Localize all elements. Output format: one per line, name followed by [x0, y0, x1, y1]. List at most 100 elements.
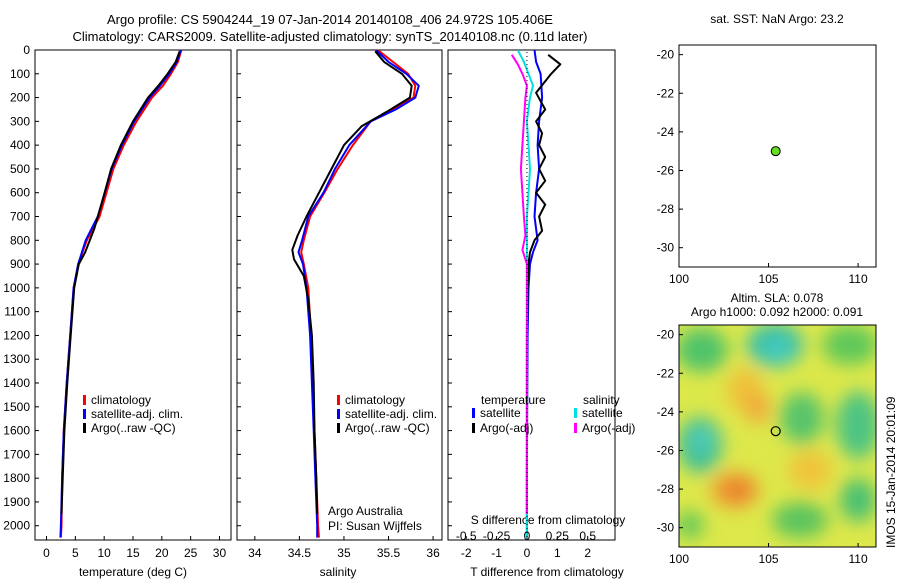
- x-tick-label: -1: [491, 546, 502, 560]
- depth-tick-label: 700: [10, 210, 30, 224]
- temperature-legend-label: climatology: [91, 393, 151, 407]
- map-y-tick-label: -22: [657, 86, 675, 100]
- x-tick-label: 5: [72, 546, 79, 560]
- depth-tick-label: 1000: [3, 281, 30, 295]
- salinity-legend-swatch: [337, 423, 340, 433]
- temperature-legend-label: satellite-adj. clim.: [91, 407, 183, 421]
- depth-tick-label: 1600: [3, 424, 30, 438]
- x-tick-label: 34: [248, 546, 262, 560]
- temperature-legend-label: Argo(..raw -QC): [91, 421, 176, 435]
- series-line-argo-adj-: [510, 54, 528, 514]
- heatmap-x-tick-label: 100: [669, 552, 689, 566]
- difference-legend-swatch: [574, 408, 577, 418]
- difference-legend-label: satellite: [480, 406, 521, 420]
- top-tick-label: 0.25: [546, 529, 570, 543]
- difference-legend-label: Argo(-adj): [582, 421, 635, 435]
- difference-legend-label: Argo(-adj): [480, 421, 533, 435]
- series-group-1: [291, 50, 420, 538]
- figure-title-line2: Climatology: CARS2009. Satellite-adjuste…: [73, 29, 588, 44]
- top-tick-label: 0.5: [579, 529, 596, 543]
- depth-tick-label: 1400: [3, 376, 30, 390]
- depth-tick-label: 1900: [3, 495, 30, 509]
- depth-tick-label: 1500: [3, 400, 30, 414]
- series-line-satellite: [525, 50, 544, 538]
- x-tick-label: 0: [43, 546, 50, 560]
- difference-legend-swatch: [472, 408, 475, 418]
- x-tick-label: 15: [126, 546, 140, 560]
- series-line-satellite-adj-clim-: [297, 50, 420, 538]
- temperature-legend-swatch: [83, 395, 86, 405]
- heatmap-title-line2: Argo h1000: 0.092 h2000: 0.091: [691, 305, 863, 319]
- depth-tick-label: 100: [10, 67, 30, 81]
- map-y-tick-label: -30: [657, 241, 675, 255]
- x-tick-label: 34.5: [288, 546, 312, 560]
- s-difference-axis-label: S difference from climatology: [471, 513, 626, 527]
- heatmap-y-tick-label: -20: [657, 328, 675, 342]
- difference-legend-label: satellite: [582, 406, 623, 420]
- depth-tick-label: 1200: [3, 328, 30, 342]
- argo-australia-label: Argo Australia: [328, 504, 403, 518]
- depth-tick-label: 1100: [4, 305, 30, 319]
- depth-tick-label: 1300: [3, 352, 30, 366]
- temperature-legend-swatch: [83, 409, 86, 419]
- heatmap-y-tick-label: -24: [657, 405, 675, 419]
- temperature-axis-label: temperature (deg C): [79, 565, 187, 579]
- legend-salinity-header: salinity: [583, 393, 620, 407]
- top-tick-label: -0.5: [456, 529, 477, 543]
- depth-tick-label: 2000: [3, 519, 30, 533]
- top-tick-label: -0.25: [483, 529, 511, 543]
- series-line-climatology: [300, 50, 417, 538]
- heatmap-x-tick-label: 105: [759, 552, 779, 566]
- depth-tick-label: 1800: [3, 471, 30, 485]
- figure-title-line1: Argo profile: CS 5904244_19 07-Jan-2014 …: [107, 12, 553, 27]
- x-tick-label: -2: [461, 546, 472, 560]
- depth-tick-label: 300: [10, 114, 30, 128]
- sla-heatmap: [679, 325, 876, 547]
- series-line-argo-raw-qc-: [291, 50, 413, 514]
- map-x-tick-label: 105: [759, 272, 779, 286]
- salinity-panel-frame: [236, 49, 443, 541]
- salinity-legend-label: Argo(..raw -QC): [345, 421, 430, 435]
- x-tick-label: 30: [213, 546, 227, 560]
- x-tick-label: 25: [184, 546, 198, 560]
- map-x-tick-label: 100: [669, 272, 689, 286]
- map-panel-frame: [678, 44, 877, 268]
- depth-tick-label: 1700: [3, 447, 30, 461]
- series-line-argo-adj-: [525, 54, 562, 514]
- x-tick-label: 2: [584, 546, 591, 560]
- x-tick-label: 0: [524, 546, 531, 560]
- depth-tick-label: 900: [10, 257, 30, 271]
- series-line-satellite-adj-clim-: [59, 50, 182, 538]
- heatmap-x-tick-label: 110: [849, 552, 868, 566]
- salinity-legend-label: satellite-adj. clim.: [345, 407, 437, 421]
- difference-legend-swatch: [472, 423, 475, 433]
- depth-tick-label: 500: [10, 162, 30, 176]
- x-tick-label: 35: [337, 546, 351, 560]
- t-difference-axis-label: T difference from climatology: [470, 565, 624, 579]
- heatmap-y-tick-label: -30: [657, 521, 675, 535]
- argo-location-dot: [770, 146, 781, 157]
- series-line-argo-raw-qc-: [60, 50, 181, 514]
- salinity-axis-label: salinity: [320, 565, 357, 579]
- heatmap-y-tick-label: -26: [657, 443, 675, 457]
- series-group-0: [59, 50, 183, 538]
- map-title: sat. SST: NaN Argo: 23.2: [710, 12, 844, 26]
- map-y-tick-label: -26: [657, 163, 675, 177]
- heatmap-panel-frame: [678, 324, 877, 548]
- x-tick-label: 20: [155, 546, 169, 560]
- x-tick-label: 36: [426, 546, 440, 560]
- depth-tick-label: 400: [10, 138, 30, 152]
- depth-tick-label: 200: [10, 91, 30, 105]
- map-y-tick-label: -24: [657, 125, 675, 139]
- salinity-legend-swatch: [337, 409, 340, 419]
- heatmap-location-marker: [770, 426, 781, 437]
- heatmap-title-line1: Altim. SLA: 0.078: [731, 291, 824, 305]
- depth-tick-label: 800: [10, 233, 30, 247]
- legend-temperature-header: temperature: [481, 393, 546, 407]
- temperature-legend-swatch: [83, 423, 86, 433]
- pi-label: PI: Susan Wijffels: [328, 519, 422, 533]
- x-tick-label: 1: [554, 546, 561, 560]
- heatmap-y-tick-label: -22: [657, 366, 675, 380]
- depth-tick-label: 0: [23, 43, 30, 57]
- series-line-satellite: [516, 50, 534, 538]
